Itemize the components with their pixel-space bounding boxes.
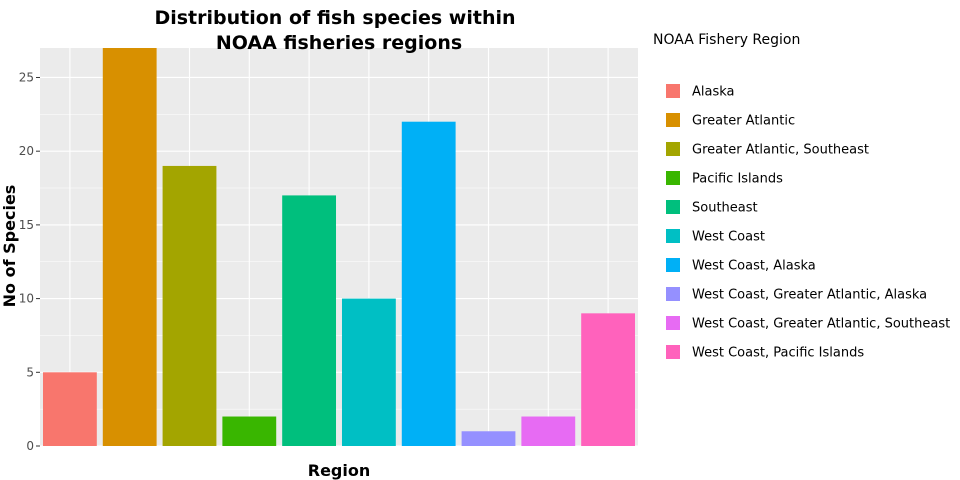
bar (42, 372, 97, 446)
legend-swatch (666, 229, 680, 243)
chart-title-line-2: NOAA fisheries regions (216, 32, 462, 54)
legend-title: NOAA Fishery Region (653, 32, 800, 48)
bar (521, 416, 576, 446)
legend-swatch (666, 171, 680, 185)
y-tick-label: 10 (19, 292, 34, 306)
bar (222, 416, 277, 446)
legend-swatch (666, 316, 680, 330)
bar (581, 313, 636, 446)
bar (341, 298, 396, 446)
bars (42, 48, 636, 447)
legend-entry-label: West Coast, Greater Atlantic, Alaska (692, 288, 927, 303)
y-axis-label: No of Species (0, 185, 19, 308)
legend-swatch (666, 113, 680, 127)
legend-swatch (666, 84, 680, 98)
legend-entry-label: Pacific Islands (692, 172, 783, 187)
legend-swatch (666, 142, 680, 156)
bar (162, 165, 217, 447)
legend-entry-label: West Coast, Alaska (692, 259, 816, 274)
chart-title-line-1: Distribution of fish species within (154, 7, 515, 29)
y-tick-label: 20 (19, 144, 34, 158)
legend-entry-label: Greater Atlantic, Southeast (692, 143, 869, 158)
legend: Alaska Greater Atlantic Greater Atlantic, … (666, 84, 950, 361)
y-axis-ticks: 0 5 10 15 20 25 (19, 70, 40, 453)
y-tick-label: 5 (26, 365, 34, 379)
bar (461, 431, 516, 446)
legend-entry-label: Alaska (692, 85, 735, 100)
y-tick-label: 0 (26, 439, 34, 453)
legend-swatch (666, 258, 680, 272)
legend-swatch (666, 345, 680, 359)
legend-entry-label: West Coast (692, 230, 765, 245)
bar (102, 48, 157, 446)
bar (401, 121, 456, 446)
x-axis-label: Region (308, 461, 371, 480)
legend-entry-label: West Coast, Greater Atlantic, Southeast (692, 317, 950, 332)
legend-entry-label: West Coast, Pacific Islands (692, 346, 864, 361)
y-tick-label: 25 (19, 70, 34, 84)
bar (282, 195, 337, 446)
y-tick-label: 15 (19, 218, 34, 232)
legend-swatch (666, 200, 680, 214)
legend-entry-label: Greater Atlantic (692, 114, 795, 129)
legend-swatch (666, 287, 680, 301)
legend-entry-label: Southeast (692, 201, 758, 216)
